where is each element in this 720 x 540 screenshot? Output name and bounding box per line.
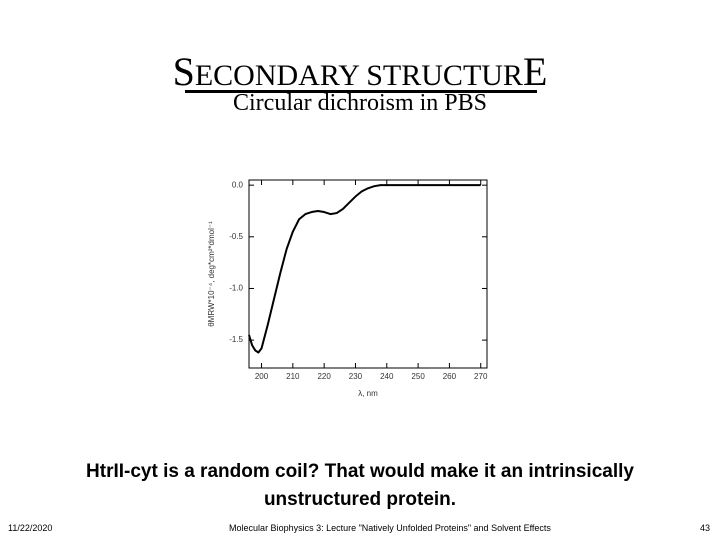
title-rule (185, 90, 537, 93)
y-tick-label: -1.0 (229, 284, 243, 293)
plot-frame (248, 179, 488, 369)
footer-center: Molecular Biophysics 3: Lecture "Nativel… (229, 523, 551, 533)
x-tick-label: 270 (474, 372, 488, 381)
data-line (248, 184, 481, 354)
x-axis-label: λ, nm (358, 389, 378, 398)
x-tick-label: 250 (411, 372, 425, 381)
y-tick-label: 0.0 (232, 180, 244, 189)
title-part: E (522, 49, 548, 94)
title-part: ECONDARY STRUCTUR (194, 59, 523, 92)
x-tick-label: 260 (443, 372, 457, 381)
x-tick-label: 240 (380, 372, 394, 381)
footer-date: 11/22/2020 (8, 523, 53, 533)
x-tick-label: 230 (349, 372, 363, 381)
x-tick-label: 220 (317, 372, 331, 381)
caption: HtrII-cyt is a random coil? That would m… (86, 461, 634, 510)
y-tick-label: -1.5 (229, 335, 243, 344)
footer-page: 43 (699, 523, 710, 533)
subtitle: Circular dichroism in PBS (233, 90, 487, 116)
y-axis-label: θMRW*10⁻⁴, deg*cm²*dmol⁻¹ (207, 221, 216, 327)
slide-title: SECONDARY STRUCTURE (0, 48, 720, 95)
x-tick-label: 210 (286, 372, 300, 381)
y-tick-label: -0.5 (229, 232, 243, 241)
title-part: S (172, 49, 195, 94)
x-tick-label: 200 (255, 372, 269, 381)
